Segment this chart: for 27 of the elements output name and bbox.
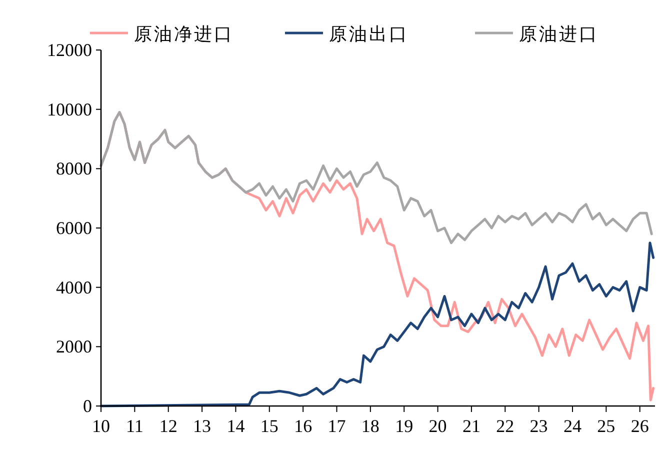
x-tick-label: 22: [496, 416, 514, 436]
x-tick-label: 21: [462, 416, 480, 436]
y-tick-label: 4000: [56, 277, 92, 298]
y-tick-label: 6000: [56, 218, 92, 238]
x-tick-label: 19: [395, 416, 414, 436]
x-tick-label: 17: [328, 416, 346, 436]
legend-label: 原油净进口: [134, 24, 234, 44]
x-tick-label: 20: [428, 416, 447, 436]
y-tick-label: 2000: [56, 336, 92, 357]
x-tick-label: 11: [126, 416, 144, 436]
x-tick-label: 12: [159, 416, 178, 436]
y-tick-label: 8000: [56, 158, 92, 179]
x-tick-label: 16: [294, 416, 312, 436]
y-tick-label: 12000: [47, 40, 92, 60]
y-tick-label: 10000: [47, 99, 92, 120]
x-tick-label: 23: [530, 416, 548, 436]
legend-label: 原油进口: [519, 24, 599, 44]
x-tick-label: 25: [597, 416, 616, 436]
x-tick-label: 10: [92, 416, 110, 436]
x-tick-label: 14: [226, 416, 245, 436]
y-tick-label: 0: [83, 396, 92, 416]
x-tick-label: 13: [193, 416, 212, 436]
legend-label: 原油出口: [329, 24, 409, 44]
x-tick-label: 24: [563, 416, 582, 436]
x-tick-label: 26: [630, 416, 649, 436]
x-tick-label: 15: [260, 416, 278, 436]
x-tick-label: 18: [361, 416, 380, 436]
